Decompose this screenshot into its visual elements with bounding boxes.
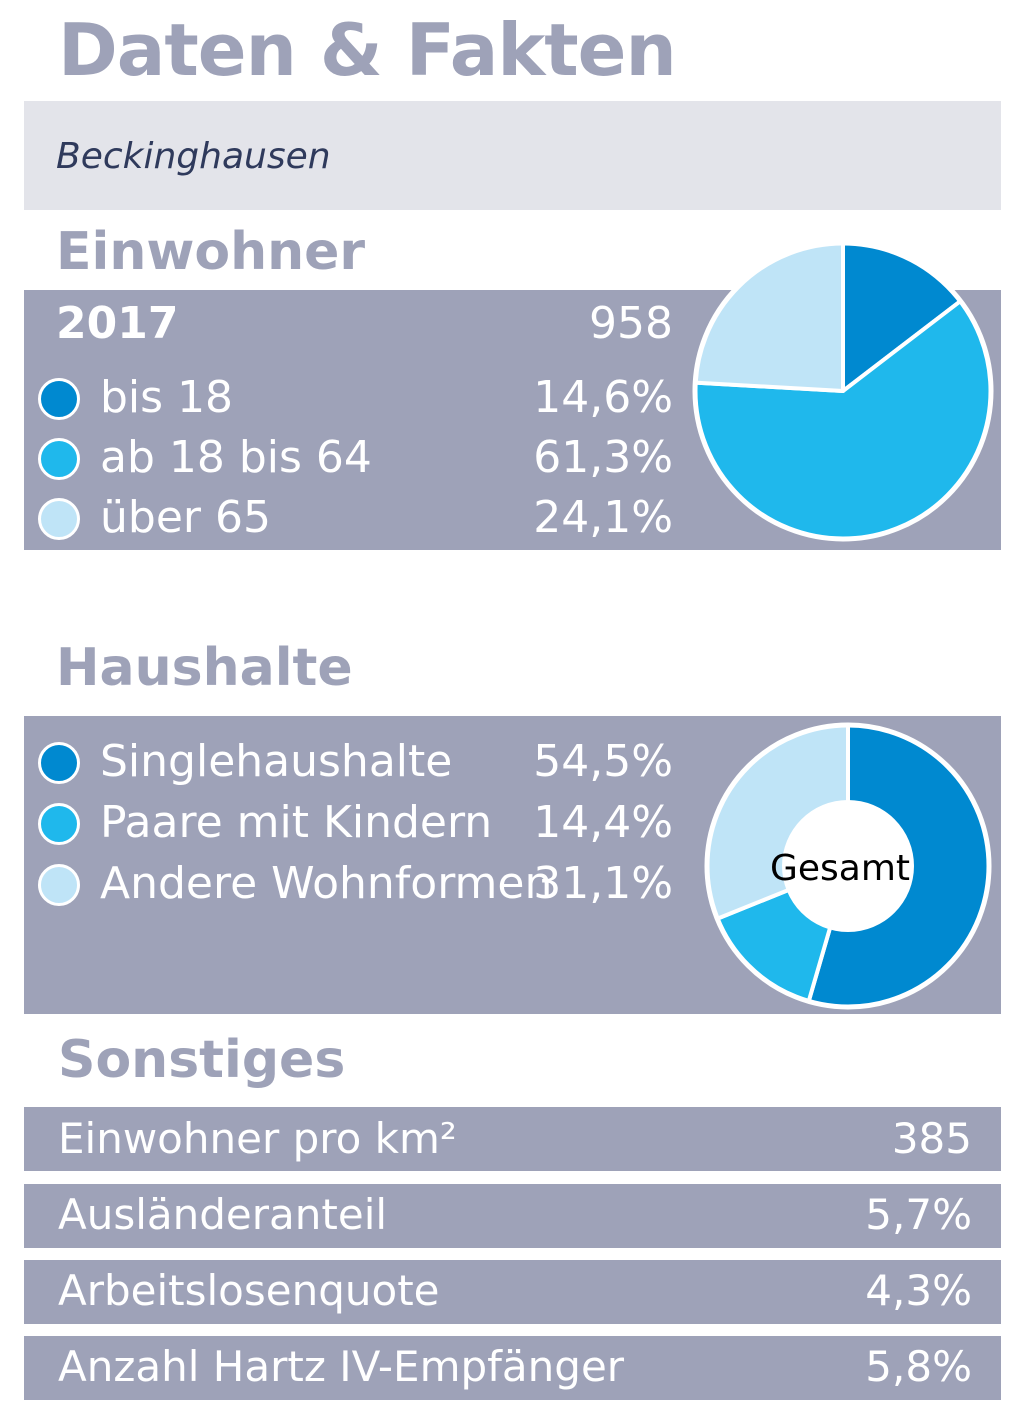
stat-label-einwohner-km2: Einwohner pro km² xyxy=(58,1114,457,1163)
stat-row xyxy=(24,1184,1001,1248)
legend-dot-singlehaushalte xyxy=(38,742,80,784)
stat-value-arbeitslosenquote: 4,3% xyxy=(865,1266,972,1315)
stat-label-arbeitslosenquote: Arbeitslosenquote xyxy=(58,1266,440,1315)
einwohner-year: 2017 xyxy=(56,298,179,349)
einwohner-total: 958 xyxy=(589,298,673,349)
pie-outline xyxy=(704,722,992,1010)
legend-label-18-64: ab 18 bis 64 xyxy=(100,432,372,483)
legend-value-paare: 14,4% xyxy=(533,797,673,848)
legend-label-paare: Paare mit Kindern xyxy=(100,797,493,848)
legend-dot-18-64 xyxy=(38,438,80,480)
stat-row xyxy=(24,1107,1001,1171)
stat-row xyxy=(24,1336,1001,1400)
donut-hole xyxy=(782,800,914,932)
stat-value-hartz-iv: 5,8% xyxy=(865,1342,972,1391)
legend-value-singlehaushalte: 54,5% xyxy=(533,736,673,787)
legend-label-bis-18: bis 18 xyxy=(100,372,234,423)
donut-center-label: Gesamt xyxy=(770,848,910,889)
stat-label-auslaenderanteil: Ausländeranteil xyxy=(58,1190,388,1239)
stat-label-hartz-iv: Anzahl Hartz IV-Empfänger xyxy=(58,1342,625,1391)
stat-value-auslaenderanteil: 5,7% xyxy=(865,1190,972,1239)
einwohner-pie-chart xyxy=(692,240,994,542)
legend-label-andere: Andere Wohnformen xyxy=(100,858,553,909)
legend-value-ueber-65: 24,1% xyxy=(533,492,673,543)
location-name: Beckinghausen xyxy=(56,136,331,177)
legend-value-bis-18: 14,6% xyxy=(533,372,673,423)
legend-dot-ueber-65 xyxy=(38,498,80,540)
legend-label-ueber-65: über 65 xyxy=(100,492,271,543)
haushalte-donut-chart: Gesamt xyxy=(704,722,992,1010)
stat-value-einwohner-km2: 385 xyxy=(891,1114,972,1163)
haushalte-heading: Haushalte xyxy=(56,638,353,698)
legend-dot-andere xyxy=(38,864,80,906)
legend-value-18-64: 61,3% xyxy=(533,432,673,483)
legend-value-andere: 31,1% xyxy=(533,858,673,909)
legend-dot-paare xyxy=(38,803,80,845)
location-bar xyxy=(24,101,1001,210)
einwohner-heading: Einwohner xyxy=(56,222,366,282)
legend-dot-bis-18 xyxy=(38,378,80,420)
legend-label-singlehaushalte: Singlehaushalte xyxy=(100,736,453,787)
stat-row xyxy=(24,1260,1001,1324)
pie-outline xyxy=(692,240,994,542)
page-title: Daten & Fakten xyxy=(58,8,677,92)
sonstiges-heading: Sonstiges xyxy=(58,1030,346,1090)
